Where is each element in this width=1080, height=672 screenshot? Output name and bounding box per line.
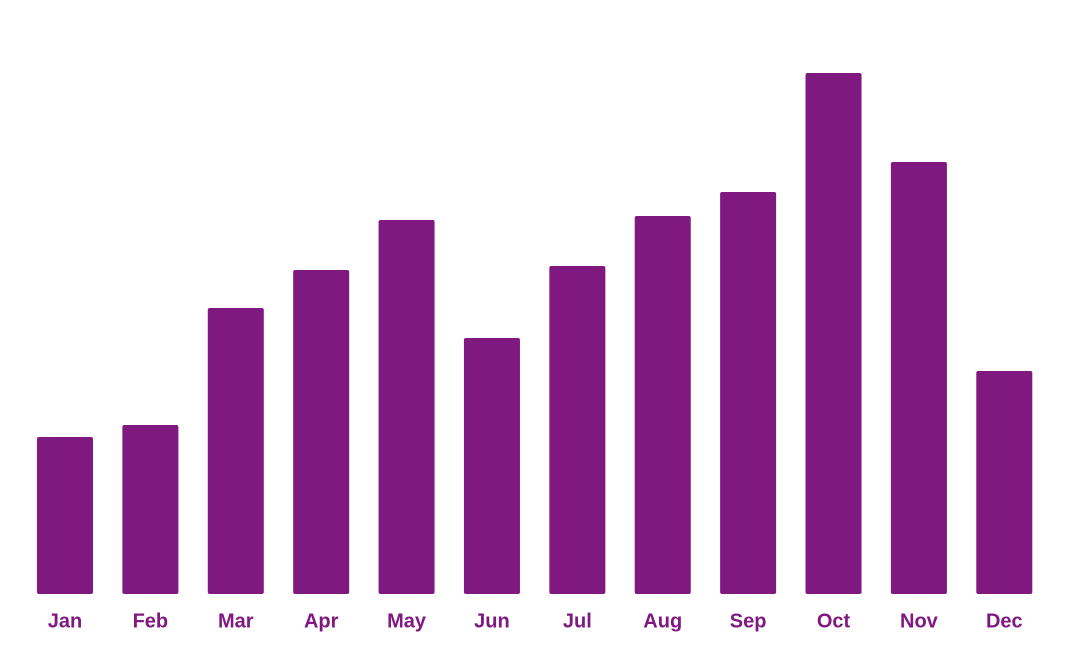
bar (207, 308, 264, 594)
bar (890, 162, 947, 594)
x-tick-label: Jul (563, 610, 592, 632)
x-tick-label: Jun (474, 610, 510, 632)
bar (463, 338, 520, 594)
bar (976, 371, 1033, 594)
x-tick-label: May (387, 610, 427, 632)
bar (720, 192, 777, 594)
x-tick-label: Jan (48, 610, 82, 632)
x-tick-label: Nov (900, 610, 939, 632)
bar (378, 220, 435, 594)
x-tick-label: Oct (817, 610, 851, 632)
x-tick-label: Feb (133, 610, 169, 632)
bar (634, 216, 691, 594)
bar (293, 270, 350, 594)
bar (805, 73, 862, 594)
bar (36, 437, 94, 594)
x-tick-label: Aug (643, 610, 682, 632)
bar (122, 425, 179, 594)
x-tick-label: Apr (304, 610, 339, 632)
bar (549, 266, 606, 594)
x-tick-label: Sep (730, 610, 767, 632)
x-tick-label: Dec (986, 610, 1023, 632)
x-tick-label: Mar (218, 610, 254, 632)
